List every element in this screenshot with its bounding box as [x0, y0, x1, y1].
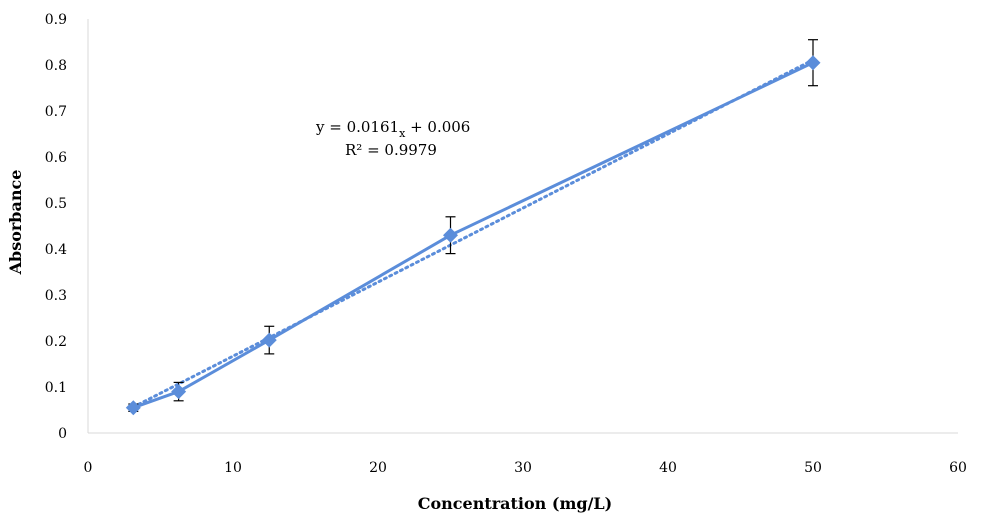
data-point-marker: [171, 384, 187, 400]
regression-equation: y = 0.0161x + 0.006: [315, 118, 470, 140]
markers-layer: [125, 55, 821, 416]
y-tick-label: 0.2: [45, 334, 67, 350]
equation-subscript: x: [399, 127, 406, 140]
x-tick-label: 60: [949, 460, 967, 476]
equation-main: y = 0.0161: [315, 118, 399, 136]
y-axis-title: Absorbance: [6, 170, 25, 276]
r-squared-label: R² = 0.9979: [345, 141, 437, 159]
y-tick-label: 0.1: [45, 380, 67, 396]
y-tick-label: 0: [58, 426, 67, 442]
x-axis-title: Concentration (mg/L): [418, 494, 612, 513]
x-tick-label: 40: [659, 460, 677, 476]
y-tick-label: 0.6: [45, 150, 67, 166]
x-tick-label: 10: [224, 460, 242, 476]
data-point-marker: [805, 55, 821, 71]
x-tick-label: 50: [804, 460, 822, 476]
axes: [87, 19, 958, 434]
data-point-marker: [125, 400, 141, 416]
y-tick-label: 0.3: [45, 288, 67, 304]
data-point-marker: [443, 227, 458, 243]
data-point-marker: [261, 332, 277, 348]
x-tick-label: 20: [369, 460, 387, 476]
x-tick-labels: 0 10 20 30 40 50 60: [84, 460, 967, 476]
y-tick-labels: 0 0.1 0.2 0.3 0.4 0.5 0.6 0.7 0.8 0.9: [45, 12, 67, 442]
x-tick-label: 30: [514, 460, 532, 476]
equation-tail: + 0.006: [405, 118, 470, 136]
x-tick-label: 0: [84, 460, 93, 476]
y-tick-label: 0.7: [45, 104, 67, 120]
y-tick-label: 0.4: [45, 242, 67, 258]
y-tick-label: 0.8: [45, 58, 67, 74]
y-tick-label: 0.9: [45, 12, 67, 28]
y-tick-label: 0.5: [45, 196, 67, 212]
